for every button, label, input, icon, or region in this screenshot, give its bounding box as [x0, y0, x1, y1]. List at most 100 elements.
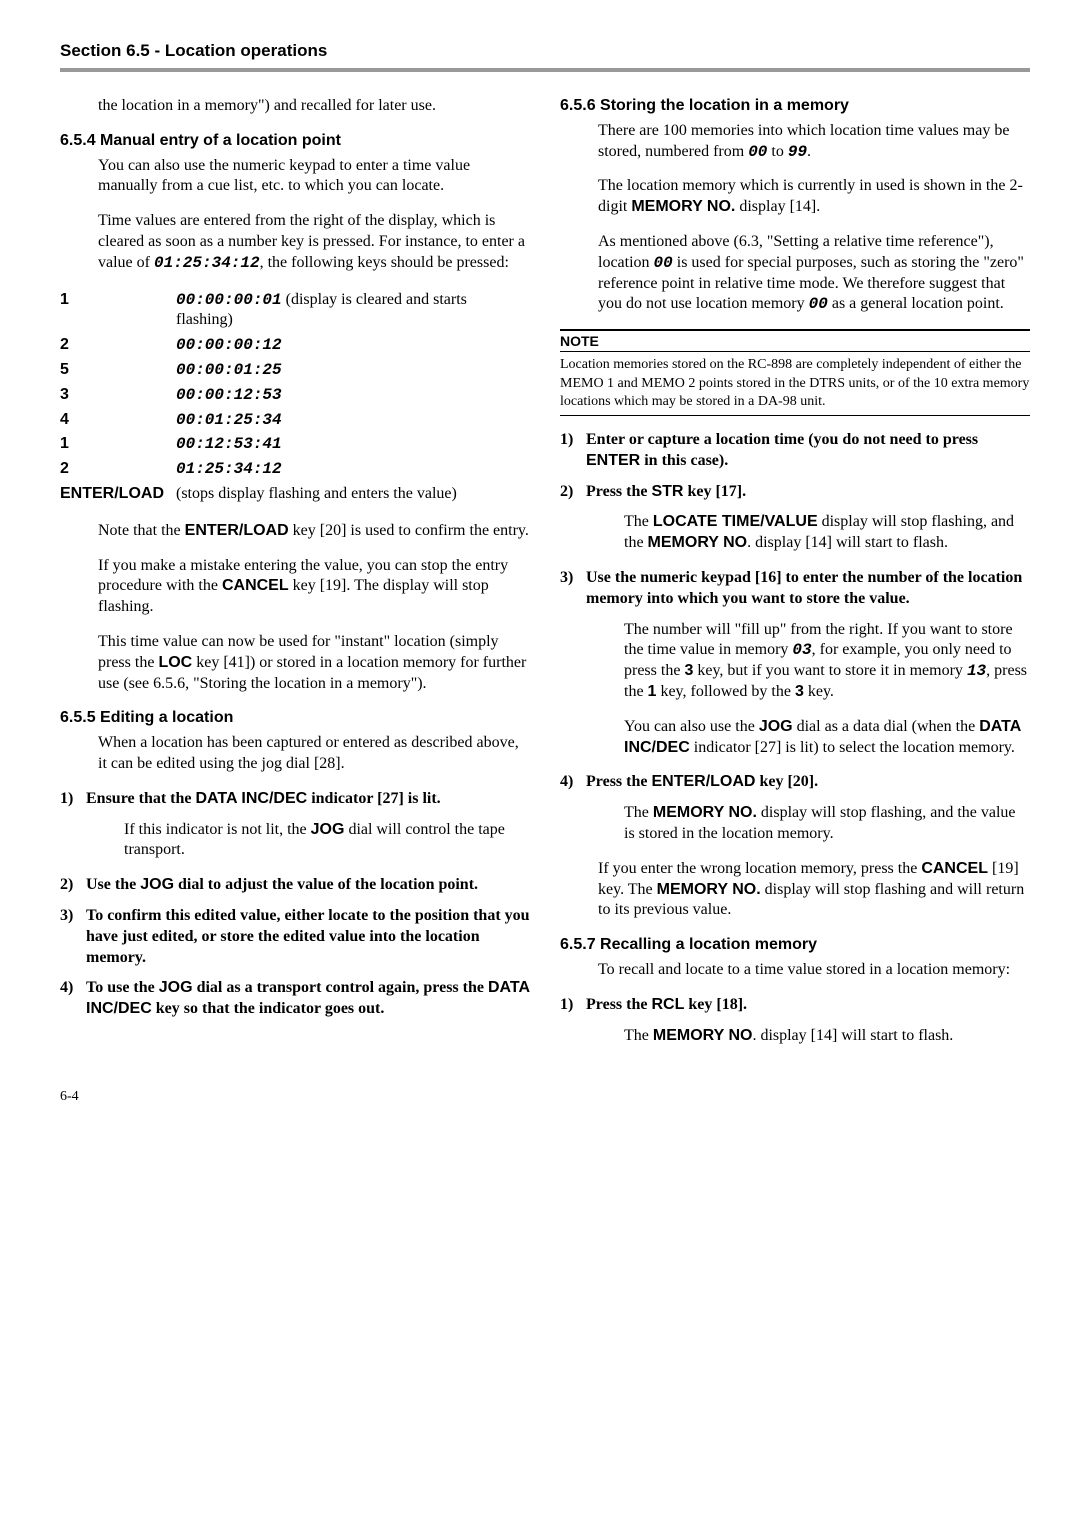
- step-655-3: 3) To confirm this edited value, either …: [60, 906, 530, 968]
- code: 00: [748, 143, 767, 161]
- text: Press the: [586, 773, 651, 790]
- key-name: LOCATE TIME/VALUE: [653, 513, 818, 530]
- step-text: To confirm this edited value, either loc…: [86, 906, 530, 968]
- text: key.: [804, 683, 834, 700]
- step-655-4: 4) To use the JOG dial as a transport co…: [60, 978, 530, 1020]
- step-655-1-note: If this indicator is not lit, the JOG di…: [124, 820, 530, 862]
- key-cell: 5: [60, 358, 176, 383]
- heading-654: 6.5.4 Manual entry of a location point: [60, 131, 530, 152]
- para-654-3: Note that the ENTER/LOAD key [20] is use…: [98, 521, 530, 542]
- code: 13: [967, 662, 986, 680]
- step-text: Press the RCL key [18].: [586, 995, 1030, 1016]
- text: key, followed by the: [656, 683, 794, 700]
- para-654-4: If you make a mistake entering the value…: [98, 556, 530, 618]
- table-row: 400:01:25:34: [60, 408, 530, 433]
- code: 00:00:01:25: [176, 361, 282, 379]
- step-number: 3): [560, 568, 586, 610]
- step-656-4: 4) Press the ENTER/LOAD key [20].: [560, 772, 1030, 793]
- code: 00:01:25:34: [176, 411, 282, 429]
- table-row: 200:00:00:12: [60, 333, 530, 358]
- key-name: MEMORY NO.: [653, 804, 757, 821]
- step-number: 1): [560, 995, 586, 1016]
- code: 00:00:00:12: [176, 336, 282, 354]
- code: 01:25:34:12: [176, 460, 282, 478]
- key-name: ENTER: [586, 452, 640, 469]
- key-name: MEMORY NO.: [657, 881, 761, 898]
- step-text: Press the ENTER/LOAD key [20].: [586, 772, 1030, 793]
- text: in this case).: [640, 452, 728, 469]
- key-name: LOC: [158, 654, 192, 671]
- value-cell: 00:01:25:34: [176, 408, 530, 433]
- heading-657: 6.5.7 Recalling a location memory: [560, 935, 1030, 956]
- step-656-1: 1) Enter or capture a location time (you…: [560, 430, 1030, 472]
- para-657-1: To recall and locate to a time value sto…: [598, 960, 1030, 981]
- step-text: To use the JOG dial as a transport contr…: [86, 978, 530, 1020]
- para-656-4: If you enter the wrong location memory, …: [598, 859, 1030, 921]
- text: If you enter the wrong location memory, …: [598, 860, 921, 877]
- text: display [14].: [735, 198, 820, 215]
- table-row: 100:00:00:01 (display is cleared and sta…: [60, 288, 530, 334]
- step-text: Use the numeric keypad [16] to enter the…: [586, 568, 1030, 610]
- key-name: DATA INC/DEC: [196, 790, 308, 807]
- para-654-5: This time value can now be used for "ins…: [98, 632, 530, 694]
- key-name: JOG: [759, 718, 793, 735]
- text: . display [14] will start to flash.: [752, 1027, 953, 1044]
- key-sequence-table: 100:00:00:01 (display is cleared and sta…: [60, 288, 530, 507]
- key-name: JOG: [140, 876, 174, 893]
- text: key [18].: [684, 996, 747, 1013]
- step-657-1-note: The MEMORY NO. display [14] will start t…: [624, 1026, 1030, 1047]
- code: 01:25:34:12: [154, 254, 260, 272]
- step-656-2-note: The LOCATE TIME/VALUE display will stop …: [624, 512, 1030, 554]
- key-cell: 3: [60, 383, 176, 408]
- key-name: ENTER/LOAD: [185, 522, 289, 539]
- key-name: CANCEL: [921, 860, 988, 877]
- step-text: Use the JOG dial to adjust the value of …: [86, 875, 530, 896]
- text: . display [14] will start to flash.: [747, 534, 948, 551]
- step-656-4-note: The MEMORY NO. display will stop flashin…: [624, 803, 1030, 845]
- step-656-2: 2) Press the STR key [17].: [560, 482, 1030, 503]
- key-cell: ENTER/LOAD: [60, 482, 176, 507]
- value-cell: 01:25:34:12: [176, 457, 530, 482]
- step-657-1: 1) Press the RCL key [18].: [560, 995, 1030, 1016]
- text: indicator [27] is lit) to select the loc…: [690, 739, 1015, 756]
- text: The: [624, 1027, 653, 1044]
- table-row: 500:00:01:25: [60, 358, 530, 383]
- step-number: 1): [60, 789, 86, 810]
- note-heading: NOTE: [560, 329, 1030, 352]
- step-text: Press the STR key [17].: [586, 482, 1030, 503]
- text: The: [624, 513, 653, 530]
- text: key [20].: [755, 773, 818, 790]
- text: to: [767, 143, 787, 160]
- step-655-1: 1) Ensure that the DATA INC/DEC indicato…: [60, 789, 530, 810]
- key-name: JOG: [311, 821, 345, 838]
- text: indicator [27] is lit.: [307, 790, 440, 807]
- key-cell: 4: [60, 408, 176, 433]
- value-cell: 00:00:01:25: [176, 358, 530, 383]
- value-cell: 00:00:12:53: [176, 383, 530, 408]
- text: Ensure that the: [86, 790, 196, 807]
- text: Enter or capture a location time (you do…: [586, 431, 978, 448]
- content-columns: the location in a memory") and recalled …: [60, 96, 1030, 1060]
- heading-656: 6.5.6 Storing the location in a memory: [560, 96, 1030, 117]
- key-name: 3: [684, 662, 693, 679]
- code: 99: [788, 143, 807, 161]
- note-body: Location memories stored on the RC-898 a…: [560, 352, 1030, 416]
- key-name: ENTER/LOAD: [651, 773, 755, 790]
- step-656-3-note1: The number will "fill up" from the right…: [624, 620, 1030, 703]
- key-name: MEMORY NO: [648, 534, 748, 551]
- step-number: 3): [60, 906, 86, 968]
- code: 00:12:53:41: [176, 435, 282, 453]
- text: (stops display flashing and enters the v…: [176, 485, 457, 502]
- step-number: 2): [60, 875, 86, 896]
- left-column: the location in a memory") and recalled …: [60, 96, 530, 1060]
- code: 00: [809, 295, 828, 313]
- text: dial to adjust the value of the location…: [174, 876, 478, 893]
- text: To use the: [86, 979, 159, 996]
- text: Press the: [586, 996, 651, 1013]
- code: 00: [654, 254, 673, 272]
- text: The: [624, 804, 653, 821]
- key-name: STR: [651, 483, 683, 500]
- value-cell: 00:00:00:01 (display is cleared and star…: [176, 288, 530, 334]
- key-cell: 1: [60, 288, 176, 334]
- code: 00:00:12:53: [176, 386, 282, 404]
